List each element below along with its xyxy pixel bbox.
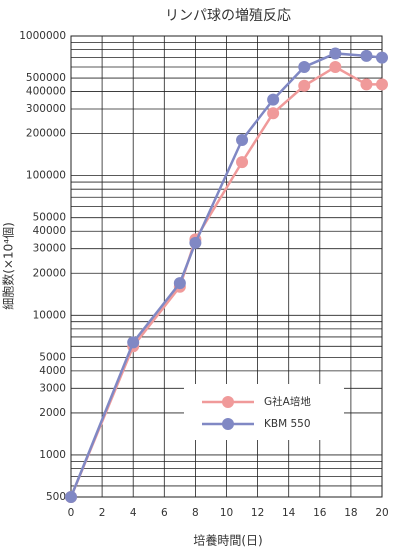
chart-title: リンパ球の増殖反応 [165,7,291,24]
x-tick-label: 2 [99,507,106,519]
data-point [267,93,280,106]
data-point [267,107,280,120]
x-tick-label: 14 [282,507,296,519]
data-point [360,78,373,91]
y-axis-label: 細胞数(×10⁴個) [1,222,16,310]
data-point [298,60,311,73]
y-tick-label: 50000 [33,212,66,224]
y-tick-label: 2000 [39,407,66,419]
y-tick-label: 500 [46,491,66,503]
data-point [173,277,186,290]
y-tick-label: 4000 [39,365,66,377]
x-tick-label: 10 [220,507,233,519]
series-line [69,65,382,498]
x-tick-label: 18 [344,507,357,519]
data-point [65,491,77,503]
data-point [376,51,388,64]
x-tick-label: 8 [192,507,199,519]
data-point [236,156,249,169]
y-tick-label: 400000 [26,86,66,98]
data-point [360,49,373,62]
x-tick-label: 6 [161,507,168,519]
data-point [127,336,140,349]
y-tick-label: 20000 [33,267,66,279]
y-tick-label: 30000 [33,243,66,255]
legend-marker [222,418,234,430]
x-axis-label: 培養時間(日) [193,533,262,548]
y-tick-label: 100000 [26,170,66,182]
x-tick-label: 0 [68,507,75,519]
y-tick-label: 200000 [26,128,66,140]
data-point [329,47,342,60]
y-tick-label: 40000 [33,225,66,237]
y-tick-label: 10000 [33,309,66,321]
plot-frame [70,35,383,498]
data-point [376,78,388,91]
data-point [236,134,249,147]
x-tick-label: 16 [313,507,327,519]
legend-marker [222,396,234,408]
series-line [69,52,383,498]
legend-label: G社A培地 [264,395,311,408]
data-point [189,236,202,249]
y-tick-label: 5000 [39,351,66,363]
legend-label: KBM 550 [264,418,311,430]
x-tick-label: 20 [375,507,388,519]
y-tick-label: 1000 [39,449,66,461]
x-tick-label: 12 [251,507,264,519]
y-tick-label: 1000000 [19,30,66,42]
y-tick-label: 3000 [39,382,66,394]
y-tick-label: 500000 [26,72,66,84]
y-tick-label: 300000 [26,103,66,115]
legend-box [184,384,344,440]
data-point [298,79,311,92]
x-tick-label: 4 [130,507,137,519]
data-point [329,60,342,73]
